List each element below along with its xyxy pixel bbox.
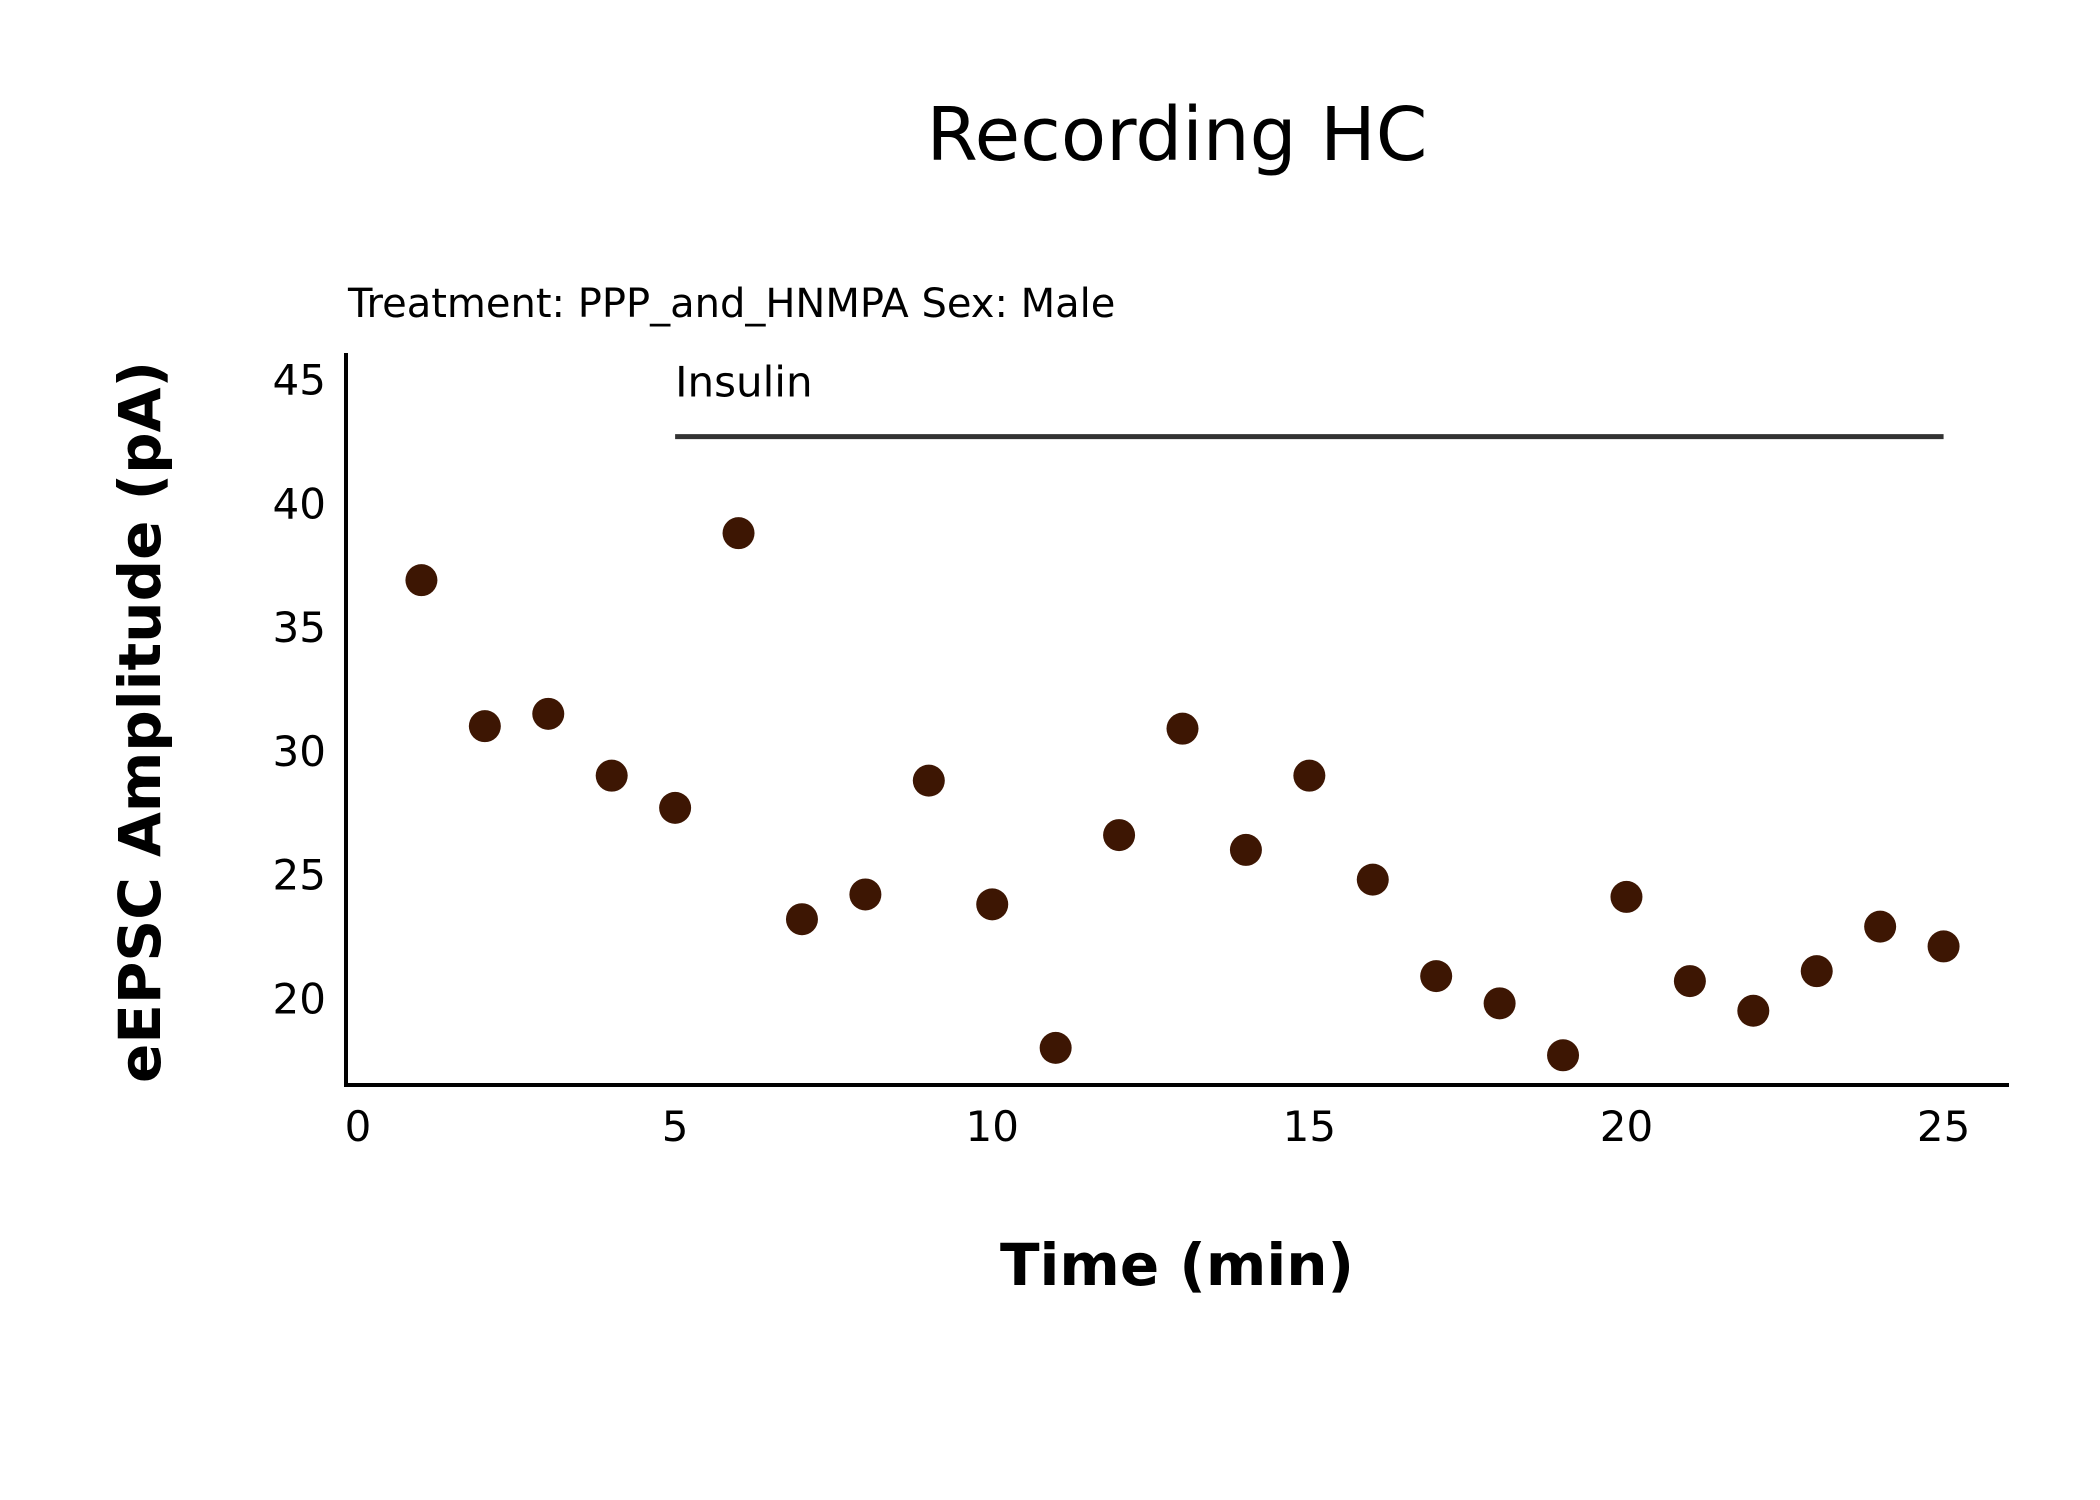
data-point (1737, 994, 1770, 1027)
chart-subtitle: Treatment: PPP_and_HNMPA Sex: Male (347, 281, 1115, 327)
data-point (912, 764, 945, 797)
data-point (1420, 960, 1453, 993)
data-points (405, 517, 1960, 1072)
data-point (785, 903, 818, 936)
data-point (659, 791, 692, 824)
data-point (1103, 819, 1136, 852)
data-point (1864, 910, 1897, 943)
chart-title: Recording HC (927, 92, 1428, 178)
y-tick-label: 35 (273, 603, 326, 652)
y-tick-label: 30 (273, 727, 326, 776)
insulin-label: Insulin (675, 358, 812, 407)
data-point (722, 517, 755, 550)
x-tick-label: 20 (1600, 1102, 1653, 1151)
data-point (1800, 955, 1833, 988)
data-point (1610, 880, 1643, 913)
y-tick-label: 40 (273, 479, 326, 528)
data-point (1293, 759, 1326, 792)
data-point (1673, 965, 1706, 998)
x-tick-label: 15 (1283, 1102, 1336, 1151)
data-point (595, 759, 628, 792)
x-tick-label: 10 (966, 1102, 1019, 1151)
x-axis-ticks: 0 5 10 15 20 25 (345, 1102, 1971, 1151)
data-point (849, 878, 882, 911)
data-point (1356, 863, 1389, 896)
data-point (405, 564, 438, 597)
data-point (1229, 833, 1262, 866)
data-point (468, 710, 501, 743)
data-point (976, 888, 1009, 921)
x-tick-label: 25 (1917, 1102, 1970, 1151)
y-tick-label: 25 (273, 851, 326, 900)
y-tick-label: 20 (273, 974, 326, 1023)
y-axis-title: eEPSC Amplitude (pA) (106, 361, 174, 1083)
data-point (1547, 1039, 1580, 1072)
x-tick-label: 5 (662, 1102, 689, 1151)
data-point (1483, 987, 1516, 1020)
data-point (1166, 712, 1199, 745)
x-axis-title: Time (min) (1000, 1231, 1354, 1299)
x-tick-label: 0 (345, 1102, 372, 1151)
data-point (1039, 1031, 1072, 1064)
y-axis-ticks: 20 25 30 35 40 45 (273, 356, 326, 1024)
y-tick-label: 45 (273, 356, 326, 405)
data-point (532, 697, 565, 730)
data-point (1927, 930, 1960, 963)
